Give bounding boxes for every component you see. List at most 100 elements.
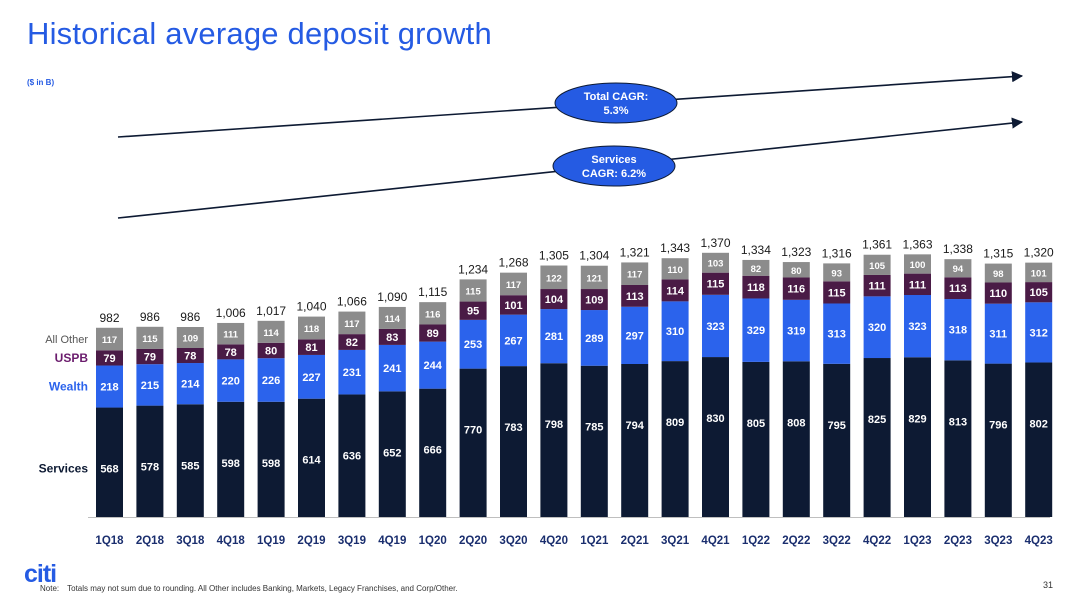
bar-wealth-1Q18 xyxy=(96,365,123,408)
x-tick-1Q21: 1Q21 xyxy=(580,535,609,547)
bar-services-3Q23 xyxy=(984,363,1012,517)
bar-all-other-3Q23 xyxy=(984,263,1012,283)
bar-uspb-1Q18 xyxy=(96,350,123,366)
cagr-callout-2-line2: CAGR: 6.2% xyxy=(582,168,646,180)
bar-uspb-4Q23 xyxy=(1025,282,1053,303)
label-all-other-1Q23: 100 xyxy=(910,260,926,271)
total-label-1Q19: 1,017 xyxy=(256,304,286,318)
total-label-4Q19: 1,090 xyxy=(377,290,407,304)
label-all-other-2Q23: 94 xyxy=(953,264,964,275)
bar-all-other-2Q19 xyxy=(298,316,325,340)
x-tick-4Q21: 4Q21 xyxy=(701,535,730,547)
legend-wealth: Wealth xyxy=(49,380,88,394)
bar-uspb-3Q19 xyxy=(338,334,366,350)
label-wealth-4Q19: 241 xyxy=(383,363,401,375)
label-services-1Q19: 598 xyxy=(262,458,280,470)
bar-all-other-4Q20 xyxy=(540,265,568,290)
label-wealth-2Q19: 227 xyxy=(302,372,320,384)
total-label-3Q23: 1,315 xyxy=(983,247,1013,261)
label-wealth-2Q22: 319 xyxy=(787,326,805,338)
label-uspb-3Q21: 114 xyxy=(666,285,685,297)
bar-wealth-2Q23 xyxy=(944,299,972,361)
bar-uspb-3Q22 xyxy=(823,281,851,304)
label-wealth-3Q21: 310 xyxy=(666,326,684,338)
bar-uspb-4Q18 xyxy=(217,344,245,360)
label-wealth-3Q19: 231 xyxy=(343,367,361,379)
total-label-3Q21: 1,343 xyxy=(660,241,690,255)
bar-uspb-1Q21 xyxy=(580,289,608,311)
x-tick-3Q20: 3Q20 xyxy=(499,535,527,547)
bar-wealth-3Q19 xyxy=(338,349,366,395)
label-all-other-2Q22: 80 xyxy=(791,266,802,277)
x-tick-2Q22: 2Q22 xyxy=(782,535,810,547)
bar-wealth-1Q19 xyxy=(257,358,285,402)
label-services-1Q21: 785 xyxy=(585,422,603,434)
bar-uspb-1Q20 xyxy=(419,324,447,342)
bar-all-other-4Q18 xyxy=(217,322,245,345)
bar-wealth-2Q20 xyxy=(459,319,487,369)
bar-uspb-3Q18 xyxy=(176,348,204,364)
bar-services-4Q19 xyxy=(378,391,406,517)
label-services-2Q21: 794 xyxy=(626,420,645,432)
total-label-2Q22: 1,323 xyxy=(781,245,811,259)
bar-wealth-3Q23 xyxy=(984,303,1012,364)
bar-services-2Q19 xyxy=(298,398,325,517)
label-uspb-3Q19: 82 xyxy=(346,337,358,349)
bar-all-other-3Q20 xyxy=(500,272,527,296)
trend-layer: Total CAGR: 5.3% Services CAGR: 6.2% xyxy=(117,71,1024,219)
bar-services-2Q18 xyxy=(136,405,164,517)
label-wealth-1Q23: 323 xyxy=(908,321,926,333)
bar-wealth-4Q21 xyxy=(702,294,729,358)
bar-services-1Q21 xyxy=(580,365,608,517)
bar-services-1Q22 xyxy=(742,361,770,517)
label-all-other-4Q21: 103 xyxy=(708,259,724,270)
bar-all-other-4Q22 xyxy=(863,254,891,275)
label-uspb-1Q22: 118 xyxy=(747,282,765,294)
footnote: Note: Totals may not sum due to rounding.… xyxy=(40,584,458,593)
label-wealth-1Q19: 226 xyxy=(262,375,280,387)
bar-uspb-2Q19 xyxy=(298,339,325,355)
bar-wealth-1Q22 xyxy=(742,298,770,362)
label-uspb-1Q19: 80 xyxy=(265,346,277,358)
total-label-3Q18: 986 xyxy=(180,310,200,324)
label-services-3Q18: 585 xyxy=(181,460,199,472)
bar-uspb-4Q19 xyxy=(378,328,406,345)
bar-all-other-3Q22 xyxy=(823,263,851,282)
label-services-2Q18: 578 xyxy=(141,462,159,474)
label-services-1Q22: 805 xyxy=(747,418,765,430)
cagr-callout-2 xyxy=(552,145,676,187)
bar-services-4Q20 xyxy=(540,363,568,517)
label-uspb-1Q23: 111 xyxy=(909,279,926,291)
bar-wealth-3Q22 xyxy=(823,303,851,364)
bar-services-4Q21 xyxy=(702,357,729,517)
bar-uspb-2Q18 xyxy=(136,348,164,365)
label-uspb-2Q18: 79 xyxy=(144,352,156,364)
bar-wealth-1Q20 xyxy=(419,341,447,389)
label-all-other-3Q23: 98 xyxy=(993,269,1004,280)
bar-wealth-2Q22 xyxy=(782,299,810,362)
label-services-3Q22: 795 xyxy=(828,420,846,432)
total-label-4Q23: 1,320 xyxy=(1024,246,1054,260)
label-all-other-1Q19: 114 xyxy=(263,328,279,339)
label-uspb-3Q23: 110 xyxy=(989,288,1007,300)
total-label-2Q19: 1,040 xyxy=(296,300,326,314)
bar-all-other-3Q19 xyxy=(338,311,366,335)
label-services-2Q20: 770 xyxy=(464,425,482,437)
label-all-other-4Q20: 122 xyxy=(546,273,562,284)
bar-wealth-4Q20 xyxy=(540,309,568,364)
bar-services-2Q23 xyxy=(944,360,972,517)
bar-wealth-1Q23 xyxy=(904,295,931,358)
label-services-4Q22: 825 xyxy=(868,414,886,426)
label-wealth-2Q23: 318 xyxy=(949,325,967,337)
bar-wealth-4Q19 xyxy=(378,344,406,392)
label-uspb-4Q21: 115 xyxy=(707,279,725,291)
x-tick-4Q19: 4Q19 xyxy=(378,535,406,547)
bar-uspb-1Q23 xyxy=(904,273,931,296)
x-tick-3Q19: 3Q19 xyxy=(338,535,366,547)
total-label-2Q18: 986 xyxy=(140,310,160,324)
bar-all-other-2Q20 xyxy=(459,279,487,302)
label-wealth-3Q23: 311 xyxy=(989,329,1007,341)
bar-services-2Q22 xyxy=(782,361,810,517)
label-all-other-4Q23: 101 xyxy=(1031,268,1048,279)
label-all-other-4Q22: 105 xyxy=(869,261,886,272)
